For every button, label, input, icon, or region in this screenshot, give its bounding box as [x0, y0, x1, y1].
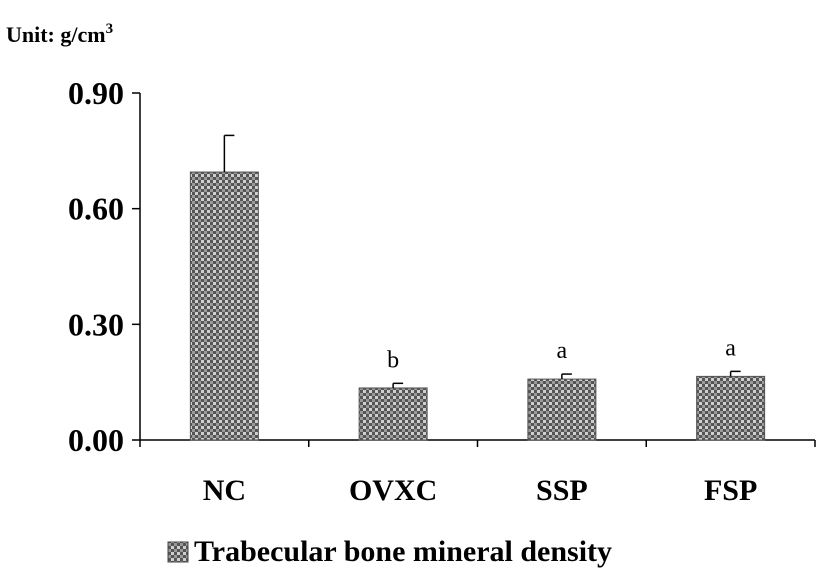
x-category-label: SSP [536, 474, 588, 507]
x-category-label: OVXC [349, 474, 437, 507]
y-tick-label: 0.60 [68, 191, 124, 227]
bar [189, 171, 259, 441]
y-tick-label: 0.00 [68, 422, 124, 458]
y-axis-ticks: 0.00 0.30 0.60 0.90 [68, 75, 140, 458]
x-category-label: FSP [704, 474, 757, 507]
y-tick-label: 0.90 [68, 75, 124, 111]
bar [527, 378, 597, 441]
significance-label: a [725, 335, 736, 361]
legend-swatch [167, 541, 189, 563]
legend-label: Trabecular bone mineral density [194, 535, 612, 568]
legend: Trabecular bone mineral density [167, 535, 612, 568]
unit-label: Unit: g/cm3 [6, 21, 113, 47]
x-category-label: NC [203, 474, 246, 507]
y-tick-label: 0.30 [68, 306, 124, 342]
significance-label: a [557, 338, 568, 364]
significance-label: b [387, 347, 399, 373]
bar [358, 387, 428, 441]
bar [696, 375, 766, 441]
x-axis-labels: NC OVXC SSP FSP [203, 474, 758, 507]
